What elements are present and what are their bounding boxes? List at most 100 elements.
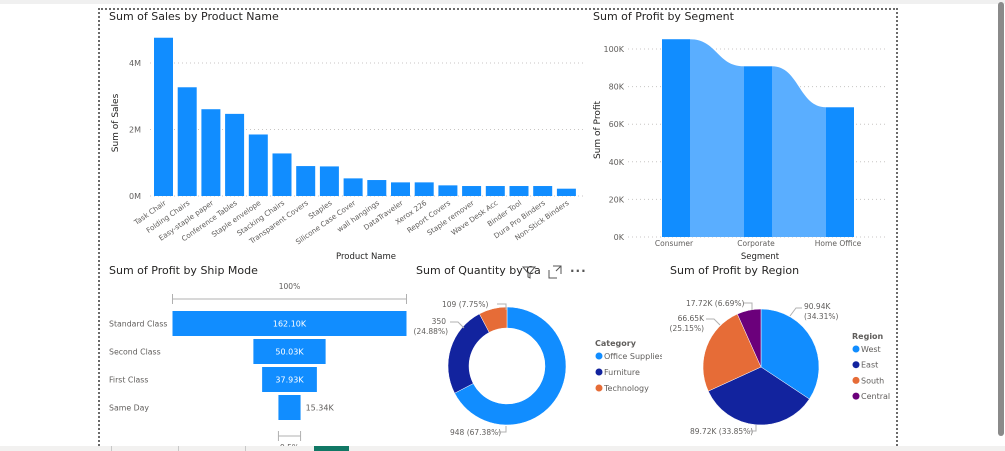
- legend-item: Furniture: [604, 368, 640, 377]
- shipmode-chart-title: Sum of Profit by Ship Mode: [109, 264, 258, 277]
- page-tabs-bar: [0, 446, 1005, 451]
- funnel-bar-second-class: [253, 339, 326, 364]
- shipmode-funnel-chart: 100% Standard Class 162.10K Second Class 50.…: [109, 282, 407, 451]
- x-axis-title: Product Name: [336, 252, 396, 262]
- pie-slice-south: [702, 313, 762, 392]
- pie-data-label: 66.65K: [678, 314, 705, 323]
- donut-data-label: 109 (7.75%): [442, 300, 488, 309]
- segment-ribbon-chart: 0K 20K 40K 60K 80K 100K Sum of Profit Consumer C…: [593, 39, 886, 262]
- legend-item: Office Supplies: [604, 352, 662, 361]
- top-border: [0, 0, 1005, 4]
- bar-silicone-case-cover: [343, 178, 363, 196]
- x-tick-label: Corporate: [737, 239, 775, 248]
- y-tick-label: 20K: [609, 195, 625, 204]
- leader-line: [497, 303, 507, 310]
- y-tick-label: 100K: [603, 45, 624, 54]
- profit-by-segment-visual[interactable]: Sum of Profit by Segment 0K 20K 40K 60K 80K 1…: [590, 10, 890, 262]
- profit-by-shipmode-visual[interactable]: Sum of Profit by Ship Mode 100% Standard …: [104, 264, 414, 451]
- funnel-value-label: 162.10K: [273, 320, 307, 329]
- legend-marker-west: [852, 345, 860, 353]
- funnel-value-label: 15.34K: [306, 404, 335, 413]
- vertical-scrollbar[interactable]: [998, 2, 1004, 436]
- legend-marker-technology: [595, 384, 603, 392]
- donut-data-label: (24.88%): [414, 327, 449, 336]
- sales-by-product-visual[interactable]: Sum of Sales by Product Name 0M 2M 4M Sum o…: [104, 10, 590, 262]
- bar-wall-hangings: [367, 180, 387, 196]
- bar-easy-staple-paper: [201, 109, 221, 196]
- bar-report-covers: [438, 185, 458, 196]
- funnel-value-label: 37.93K: [275, 376, 304, 385]
- donut-slice-technology: [479, 306, 508, 333]
- tab-divider: [178, 446, 179, 451]
- donut-data-label: 350: [432, 317, 447, 326]
- bar-datatraveler: [391, 182, 410, 196]
- tab-divider: [245, 446, 246, 451]
- segment-chart-title: Sum of Profit by Segment: [593, 10, 734, 23]
- y-tick-label: 0M: [129, 192, 141, 201]
- x-axis-title: Segment: [741, 252, 780, 262]
- pie-data-label: 90.94K: [804, 302, 831, 311]
- leader-line: [748, 425, 757, 432]
- y-tick-label: 40K: [609, 158, 625, 167]
- legend-marker-east: [852, 361, 860, 369]
- bar-consumer: [662, 39, 690, 237]
- bar-stacking-chairs: [272, 153, 292, 196]
- leader-line: [450, 321, 465, 329]
- funnel-bar-standard-class: [172, 311, 407, 336]
- y-tick-label: 60K: [609, 120, 625, 129]
- bar-task-chair: [154, 37, 173, 197]
- pie-data-label: (25.15%): [670, 324, 705, 333]
- leader-line: [498, 426, 507, 433]
- leader-line: [744, 302, 753, 310]
- report-page-frame: [98, 8, 898, 451]
- legend-item: East: [861, 361, 878, 370]
- funnel-bar-same-day: [278, 395, 301, 420]
- funnel-category-label: Second Class: [109, 348, 161, 357]
- funnel-category-label: First Class: [109, 376, 148, 385]
- pie-slice-central: [737, 308, 762, 368]
- y-tick-label: 0K: [614, 233, 625, 242]
- pie-data-label: (34.31%): [804, 312, 839, 321]
- bar-binder-tool: [509, 186, 529, 196]
- bar-xerox-226: [414, 182, 434, 196]
- bar-staple-remover: [462, 186, 482, 196]
- sales-chart-title: Sum of Sales by Product Name: [109, 10, 279, 23]
- bar-corporate: [744, 66, 772, 237]
- more-options-icon[interactable]: ···: [570, 264, 587, 278]
- funnel-value-label: 50.03K: [275, 348, 304, 357]
- leader-line: [706, 318, 721, 326]
- x-tick-label: Home Office: [815, 239, 862, 248]
- bar-wave-desk-acc: [485, 186, 505, 196]
- active-page-tab[interactable]: [314, 446, 349, 451]
- bar-conference-tables: [225, 113, 245, 196]
- ribbon-connector: [772, 66, 826, 237]
- quantity-by-category-visual[interactable]: Sum of Quantity by Ca ··· 109 (7.75%) 350…: [412, 264, 662, 446]
- y-axis-title: Sum of Sales: [111, 93, 121, 152]
- bar-dura-pro-binders: [533, 186, 553, 196]
- top-percent-label: 100%: [279, 282, 300, 291]
- focus-mode-icon[interactable]: [548, 265, 562, 282]
- profit-by-region-visual[interactable]: Sum of Profit by Region 90.94K (34.31%) 89…: [664, 264, 896, 446]
- funnel-category-label: Same Day: [109, 404, 149, 413]
- legend-item: Central: [861, 392, 890, 401]
- donut-slice-furniture: [447, 313, 490, 394]
- bar-folding-chairs: [177, 87, 197, 196]
- funnel-category-label: Standard Class: [109, 320, 167, 329]
- x-tick-label: Consumer: [655, 239, 694, 248]
- region-chart-title: Sum of Profit by Region: [670, 264, 800, 277]
- legend-marker-office-supplies: [595, 352, 603, 360]
- filter-icon[interactable]: [521, 265, 537, 282]
- y-tick-label: 4M: [129, 59, 141, 68]
- bar-home-office: [826, 107, 854, 237]
- tab-divider: [111, 446, 112, 451]
- bar-transparent-covers: [296, 166, 316, 196]
- legend-title: Region: [852, 332, 884, 341]
- y-tick-label: 80K: [609, 83, 625, 92]
- legend-item: West: [861, 345, 881, 354]
- region-pie-chart: 90.94K(34.31%) 89.72K (33.85%) 66.65K(25.1…: [670, 299, 891, 436]
- donut-data-label: 948 (67.38%): [450, 428, 501, 437]
- legend-title: Category: [595, 339, 637, 348]
- ribbon-connector: [690, 39, 744, 237]
- bar-non-stick-binders: [556, 188, 576, 196]
